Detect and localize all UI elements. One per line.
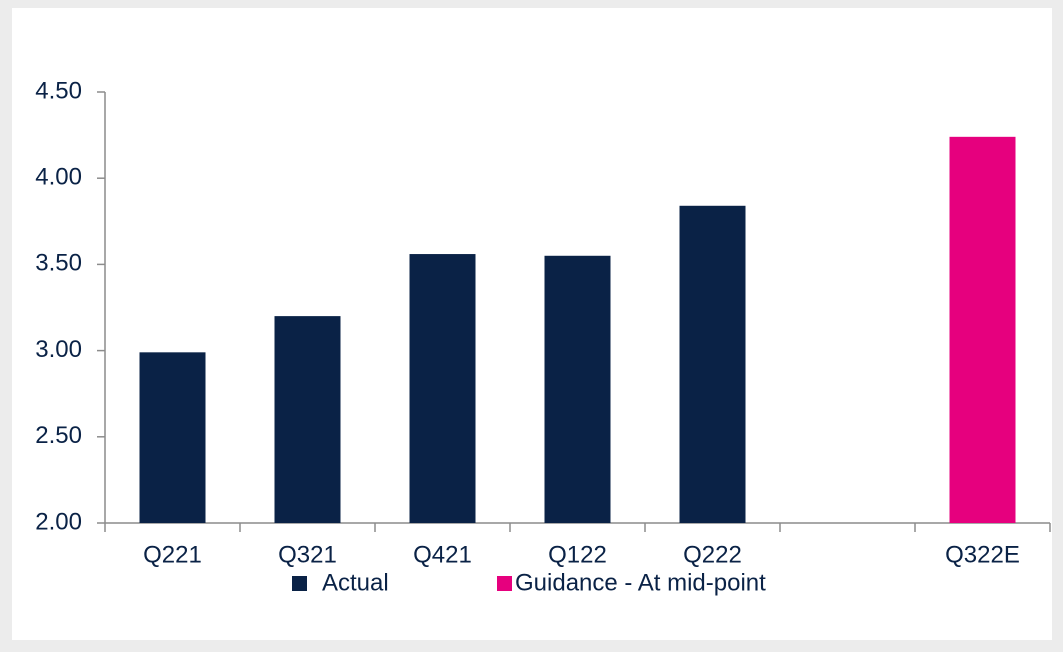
legend-label: Actual (322, 569, 389, 596)
bar (679, 205, 746, 523)
y-tick-label: 3.00 (35, 336, 82, 363)
bar (949, 136, 1016, 523)
x-tick-label: Q221 (143, 541, 202, 568)
bar (409, 254, 476, 523)
x-tick-label: Q321 (278, 541, 337, 568)
y-tick-label: 2.00 (35, 508, 82, 535)
y-tick-label: 2.50 (35, 422, 82, 449)
legend-swatch (497, 576, 512, 591)
bar (544, 255, 611, 523)
legend-label: Guidance - At mid-point (515, 569, 766, 596)
x-tick-label: Q222 (683, 541, 742, 568)
x-tick-label: Q421 (413, 541, 472, 568)
legend-swatch (292, 576, 307, 591)
y-tick-label: 4.00 (35, 164, 82, 191)
plot-background (12, 8, 1052, 640)
y-tick-label: 3.50 (35, 250, 82, 277)
bar (274, 316, 341, 523)
x-tick-label: Q322E (945, 541, 1020, 568)
bar (139, 352, 206, 523)
y-tick-label: 4.50 (35, 77, 82, 104)
x-tick-label: Q122 (548, 541, 607, 568)
